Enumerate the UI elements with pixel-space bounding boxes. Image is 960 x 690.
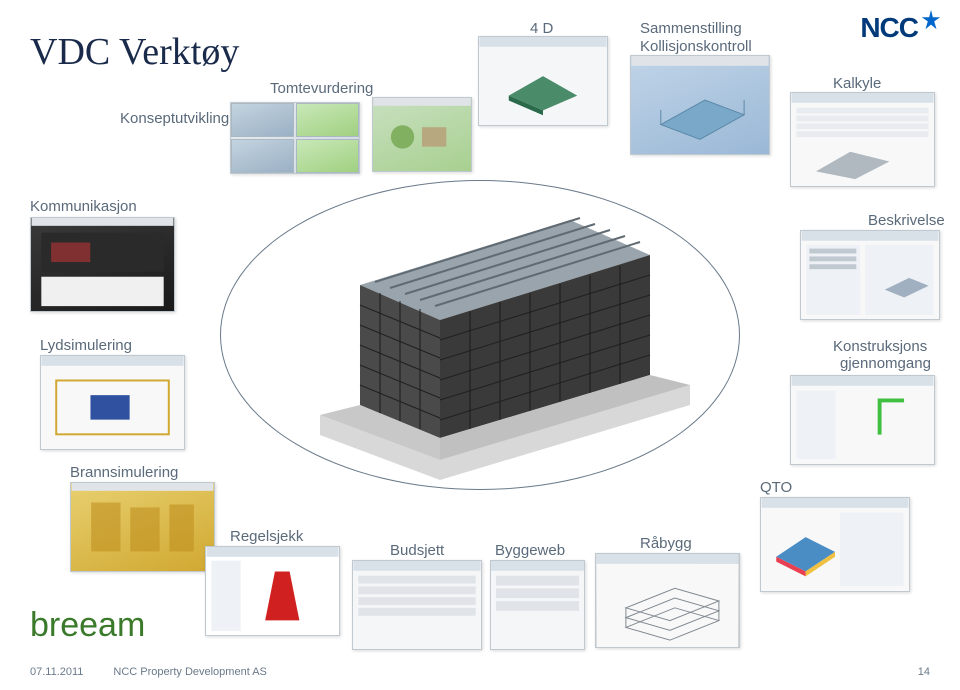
label-qto: QTO [760,479,792,496]
footer-company: NCC Property Development AS [113,666,266,678]
label-beskrivelse: Beskrivelse [868,212,945,229]
thumb-lydsimulering [40,355,185,450]
logo-text: NCC [860,12,918,44]
label-budsjett: Budsjett [390,542,444,559]
thumb-qto [760,497,910,592]
thumb-regelsjekk [205,546,340,636]
label-tomtevurdering: Tomtevurdering [270,80,373,97]
label-4d: 4 D [530,20,553,37]
label-lydsimulering: Lydsimulering [40,337,132,354]
label-byggeweb: Byggeweb [495,542,565,559]
label-gjennomgang: gjennomgang [840,355,931,372]
page-title: VDC Verktøy [30,30,239,74]
label-konstruksjons: Konstruksjons [833,338,927,355]
label-kommunikasjon: Kommunikasjon [30,198,137,215]
label-brannsimulering: Brannsimulering [70,464,178,481]
slide: VDC Verktøy NCC Tomtevurdering 4 D Samme… [0,0,960,690]
label-kollisjonskontroll: Kollisjonskontroll [640,38,752,55]
thumb-beskrivelse [800,230,940,320]
label-kalkyle: Kalkyle [833,75,881,92]
label-konseptutvikling: Konseptutvikling [120,110,229,127]
label-rabygg: Råbygg [640,535,692,552]
thumb-kommunikasjon [30,217,175,312]
thumb-kalkyle [790,92,935,187]
star-icon [920,9,942,31]
ncc-logo: NCC [860,12,942,44]
building-render [220,170,740,500]
breeam-logo: breeam [30,606,145,645]
thumb-byggeweb [490,560,585,650]
label-regelsjekk: Regelsjekk [230,528,303,545]
thumb-brannsimulering [70,482,215,572]
thumb-tomtevurdering [372,97,472,172]
label-sammenstilling: Sammenstilling [640,20,742,37]
thumb-rabygg [595,553,740,648]
thumb-4d [478,36,608,126]
thumb-konseptutvikling [230,102,360,174]
footer: 07.11.2011 NCC Property Development AS 1… [30,666,930,678]
thumb-sammenstilling [630,55,770,155]
central-building [220,170,740,500]
thumb-budsjett [352,560,482,650]
footer-date: 07.11.2011 [30,666,83,678]
footer-page: 14 [918,666,930,678]
thumb-konstruksjons [790,375,935,465]
